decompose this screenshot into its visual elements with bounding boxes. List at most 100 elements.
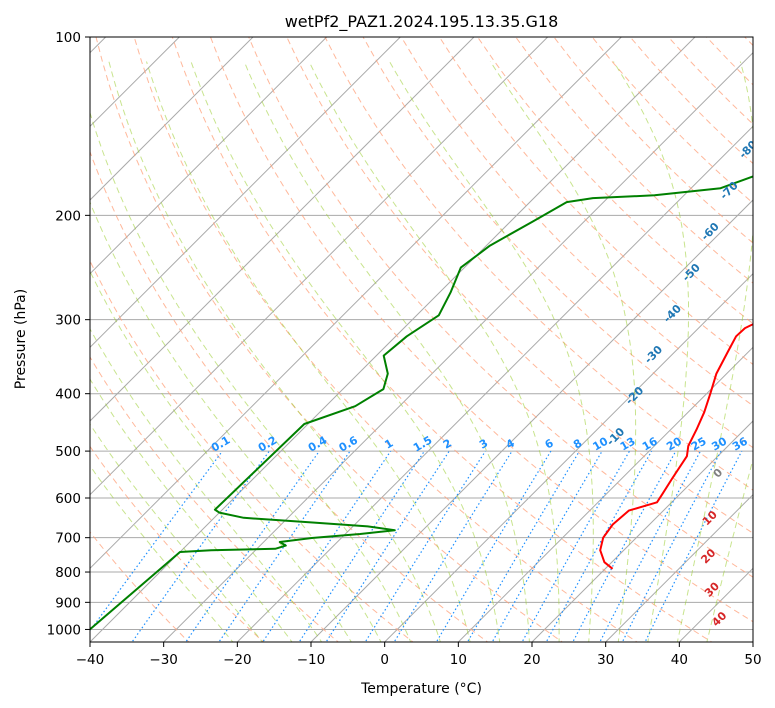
mixing-ratio-line [325,450,450,642]
moist-adiabat-line [90,464,234,642]
mixing-ratio-line [572,450,677,642]
y-tick-label: 200 [55,208,81,224]
mixing-ratio-line [185,450,320,642]
isotherm-line [310,199,753,642]
isotherm-line [678,567,753,642]
x-tick-label: −10 [297,652,326,668]
x-tick-label: 50 [744,652,761,668]
mixing-ratio-label: 4 [504,436,517,451]
background-grid [90,37,753,642]
dry-adiabat-line [515,37,753,284]
moist-adiabat-line [389,61,594,642]
moist-adiabat-label: 0 [711,466,726,481]
isotherm-line [90,37,696,642]
isotherm-line [531,420,753,642]
moist-adiabat-line [676,61,753,642]
y-tick-label: 100 [55,30,81,46]
x-tick-label: 0 [380,652,389,668]
mixing-ratio-line [393,450,513,642]
mixing-ratio-line [621,450,722,642]
dry-adiabat-line [324,37,753,491]
y-tick-label: 700 [55,531,81,547]
isotherm-line [90,37,549,496]
dry-adiabat-label: -50 [680,261,703,284]
dry-adiabat-line [400,37,753,407]
dry-adiabat-line [90,259,414,642]
moist-adiabat-label: 40 [709,609,729,629]
moist-adiabat-line [90,200,382,642]
y-tick-label: 1000 [47,622,81,638]
temperature-profile-line [599,323,753,570]
dry-adiabat-line [90,445,265,642]
moist-adiabat-line [706,457,753,642]
plot-frame [89,36,754,643]
dry-adiabat-line [95,37,564,642]
data-series [90,175,753,631]
dry-adiabat-line [248,37,753,578]
dry-adiabat-label: -80 [736,138,759,161]
moist-adiabat-line [108,61,441,642]
y-axis-label: Pressure (hPa) [13,289,29,389]
moist-adiabat-line [613,61,689,642]
mixing-ratio-line [298,450,425,642]
y-tick-label: 600 [55,491,81,507]
dry-adiabat-line [553,37,753,244]
y-tick-label: 400 [55,387,81,403]
line-labels: 0.1 0.2 0.4 0.6 1 1.5 2 3 4 6 8 10 13 16 20 25 30 36-100-… [209,53,775,629]
mixing-ratio-line [466,450,580,642]
x-tick-label: −40 [76,652,105,668]
x-tick-label: −30 [149,652,178,668]
isotherm-line [90,37,328,275]
dry-adiabat-line [90,150,489,642]
moist-adiabat-line [90,378,293,642]
dry-adiabat-line [133,37,638,642]
moist-adiabat-line [90,270,352,642]
x-tick-label: 30 [597,652,614,668]
dry-adiabat-label: -30 [642,343,665,366]
isotherm-line [90,37,254,201]
x-axis-label: Temperature (°C) [360,681,482,697]
isotherm-line [752,641,753,642]
moist-adiabat-line [489,61,637,642]
isotherm-line [90,37,475,422]
mixing-ratio-line [644,450,743,642]
mixing-ratio-label: 6 [543,436,556,451]
y-tick-label: 900 [55,595,81,611]
isotherm-line [90,37,622,570]
mixing-ratio-line [364,450,486,642]
mixing-ratio-line [90,450,223,632]
mixing-ratio-line [599,450,702,642]
dry-adiabat-label: -100 [771,53,775,82]
moist-adiabat-line [308,61,560,642]
moist-adiabat-line [90,423,264,642]
dewpoint-profile-line [90,175,753,631]
moist-adiabat-line [243,61,530,642]
chart-title: wetPf2_PAZ1.2024.195.13.35.G18 [285,12,559,32]
moist-adiabat-line [90,327,323,642]
axes: −40 −30 −20 −10 0 10 20 30 40 5010020030040050060… [47,30,762,668]
dry-adiabat-line [744,37,753,47]
y-tick-label: 800 [55,565,81,581]
x-tick-label: −20 [223,652,252,668]
isotherm-line [163,51,753,642]
x-tick-label: 40 [671,652,688,668]
dry-adiabat-line [210,37,753,623]
dry-adiabat-line [171,37,713,642]
y-tick-label: 500 [55,444,81,460]
mixing-ratio-line [218,450,351,642]
mixing-ratio-label: 2 [441,437,454,452]
moist-adiabat-line [90,111,412,642]
isotherm-line [384,272,753,642]
moist-adiabat-line [190,61,501,642]
x-tick-label: 20 [523,652,540,668]
dry-adiabat-label: -20 [623,384,646,407]
isotherm-line [457,346,753,642]
dry-adiabat-label: -40 [661,302,684,325]
isotherm-line [90,37,401,349]
dry-adiabat-line [591,37,753,204]
mixing-ratio-label: 3 [477,437,490,452]
isotherm-line [605,493,753,642]
moist-adiabat-line [146,61,471,642]
mixing-ratio-line [131,450,270,642]
